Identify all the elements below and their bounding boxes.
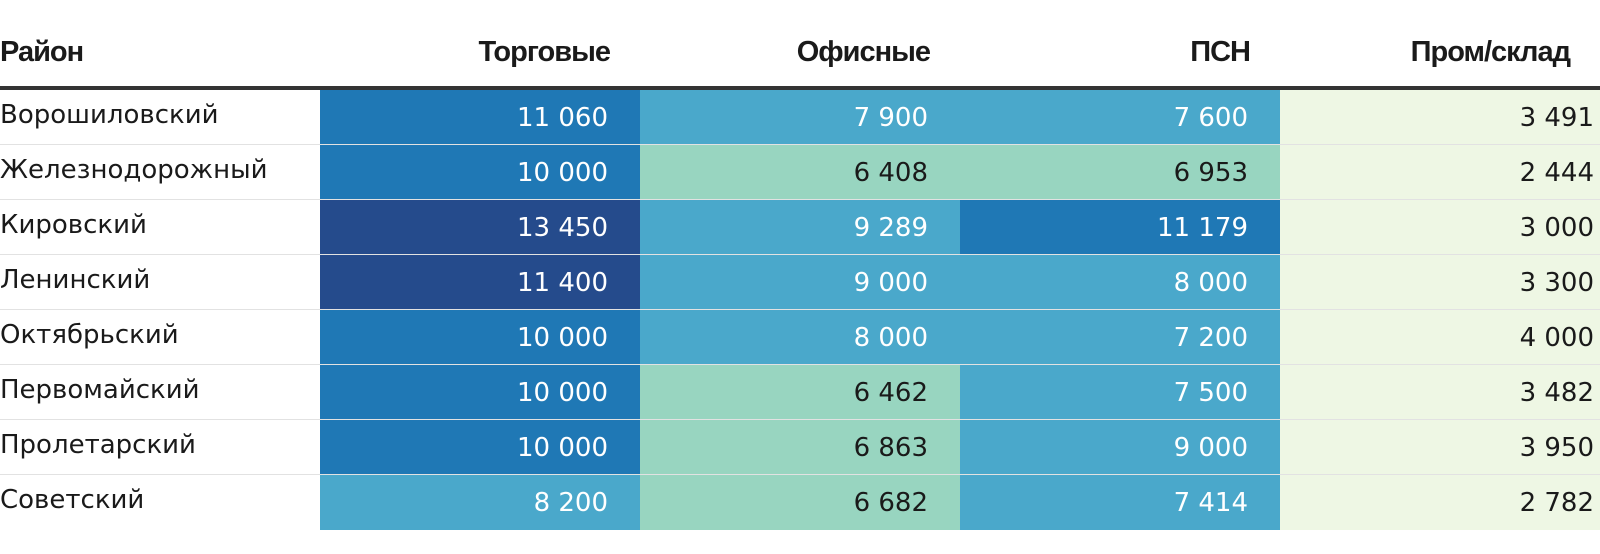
column-header-retail: Торговые [478, 36, 611, 68]
district-name: Ворошиловский [0, 100, 219, 130]
heatmap-cell: 6 462 [640, 365, 960, 420]
heatmap-cell: 7 600 [960, 90, 1280, 145]
heatmap-cell: 13 450 [320, 200, 640, 255]
table-row: Советский 8 200 6 682 7 414 2 782 [0, 475, 1600, 530]
heatmap-cell: 10 000 [320, 310, 640, 365]
row-divider [0, 474, 1600, 475]
district-name: Первомайский [0, 375, 200, 405]
row-divider [0, 419, 1600, 420]
heatmap-cell: 4 000 [1280, 310, 1600, 365]
district-name: Октябрьский [0, 320, 179, 350]
heatmap-cell: 11 400 [320, 255, 640, 310]
heatmap-cell: 2 782 [1280, 475, 1600, 530]
heatmap-cell: 9 000 [960, 420, 1280, 475]
table-row: Кировский 13 450 9 289 11 179 3 000 [0, 200, 1600, 255]
row-divider [0, 309, 1600, 310]
column-header-industrial: Пром/склад [1410, 36, 1571, 68]
column-header-district: Район [0, 36, 84, 68]
heatmap-cell: 3 491 [1280, 90, 1600, 145]
heatmap-cell: 11 179 [960, 200, 1280, 255]
table-row: Первомайский 10 000 6 462 7 500 3 482 [0, 365, 1600, 420]
row-divider [0, 144, 1600, 145]
district-name: Кировский [0, 210, 147, 240]
heatmap-cell: 7 200 [960, 310, 1280, 365]
table-row: Железнодорожный 10 000 6 408 6 953 2 444 [0, 145, 1600, 200]
heatmap-cell: 8 200 [320, 475, 640, 530]
heatmap-cell: 3 300 [1280, 255, 1600, 310]
district-name: Железнодорожный [0, 155, 268, 185]
district-name: Советский [0, 485, 145, 515]
row-divider [0, 364, 1600, 365]
heatmap-cell: 3 482 [1280, 365, 1600, 420]
column-header-psn: ПСН [1190, 36, 1251, 68]
heatmap-cell: 10 000 [320, 420, 640, 475]
heatmap-cell: 8 000 [640, 310, 960, 365]
heatmap-cell: 6 953 [960, 145, 1280, 200]
table-row: Ленинский 11 400 9 000 8 000 3 300 [0, 255, 1600, 310]
heatmap-cell: 10 000 [320, 365, 640, 420]
heatmap-cell: 7 414 [960, 475, 1280, 530]
heatmap-cell: 9 000 [640, 255, 960, 310]
heatmap-cell: 11 060 [320, 90, 640, 145]
heatmap-cell: 10 000 [320, 145, 640, 200]
row-divider [0, 254, 1600, 255]
table-row: Октябрьский 10 000 8 000 7 200 4 000 [0, 310, 1600, 365]
heatmap-cell: 9 289 [640, 200, 960, 255]
heatmap-cell: 3 000 [1280, 200, 1600, 255]
heatmap-cell: 6 682 [640, 475, 960, 530]
district-name: Ленинский [0, 265, 151, 295]
header-divider [0, 86, 1600, 90]
column-header-office: Офисные [796, 36, 931, 68]
table-row: Ворошиловский 11 060 7 900 7 600 3 491 [0, 90, 1600, 145]
table-row: Пролетарский 10 000 6 863 9 000 3 950 [0, 420, 1600, 475]
heatmap-cell: 7 900 [640, 90, 960, 145]
heatmap-cell: 3 950 [1280, 420, 1600, 475]
heatmap-cell: 6 863 [640, 420, 960, 475]
district-name: Пролетарский [0, 430, 196, 460]
heatmap-cell: 8 000 [960, 255, 1280, 310]
heatmap-cell: 2 444 [1280, 145, 1600, 200]
heatmap-cell: 6 408 [640, 145, 960, 200]
heatmap-cell: 7 500 [960, 365, 1280, 420]
row-divider [0, 199, 1600, 200]
